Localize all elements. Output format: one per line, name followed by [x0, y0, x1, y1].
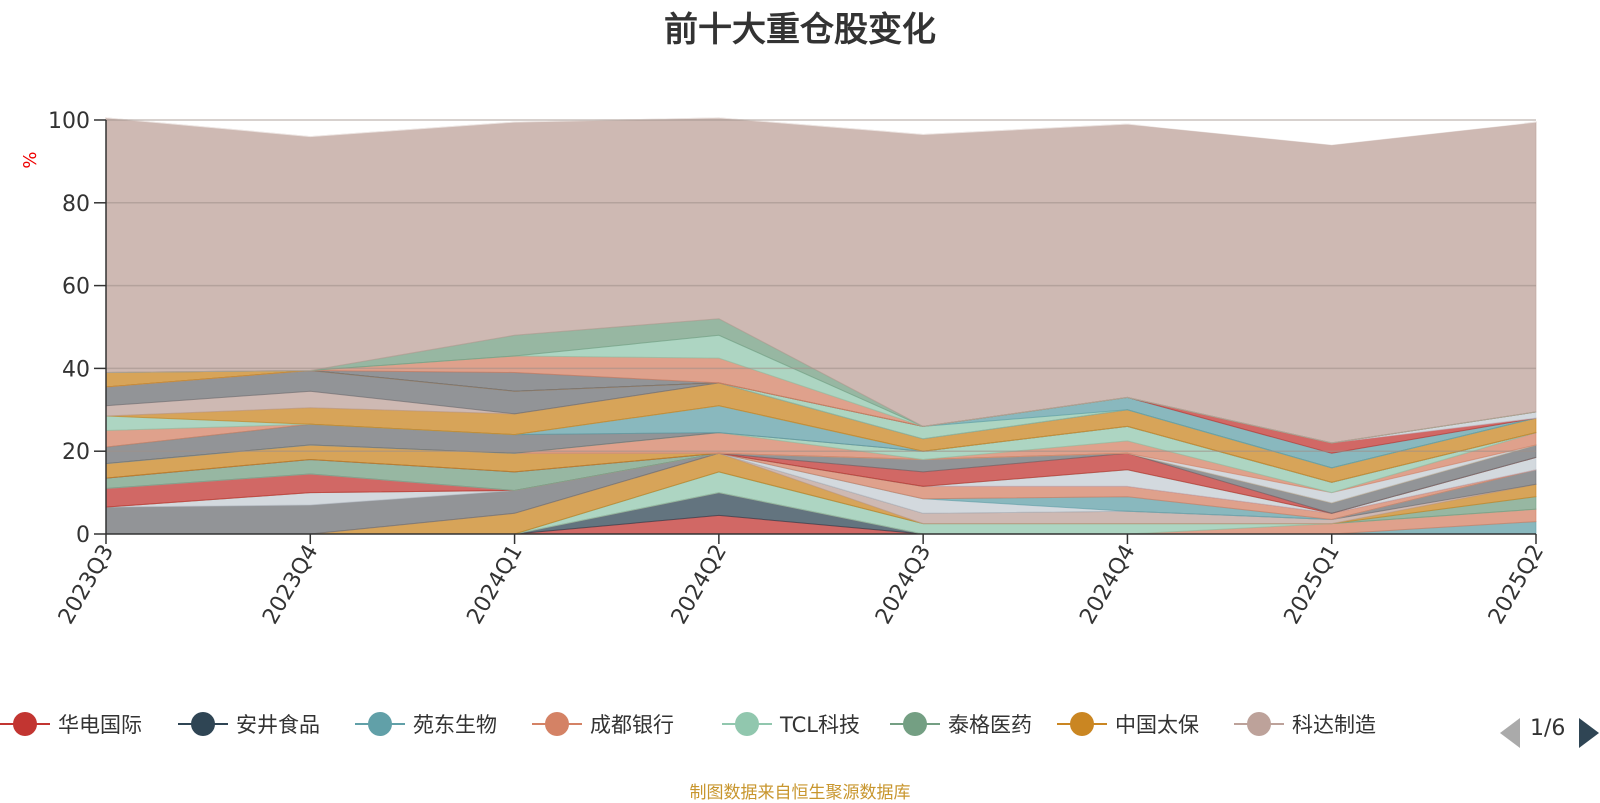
legend: 华电国际安井食品苑东生物成都银行TCL科技泰格医药中国太保科达制造恒 [0, 707, 1600, 741]
legend-marker-icon [1057, 711, 1107, 737]
x-tick-label-2023Q4: 2023Q4 [258, 541, 323, 629]
legend-label: 中国太保 [1115, 713, 1199, 737]
legend-label: 苑东生物 [413, 713, 497, 737]
legend-label: 华电国际 [58, 713, 142, 737]
legend-marker-icon [890, 711, 940, 737]
legend-marker-icon [532, 711, 582, 737]
legend-label: 泰格医药 [948, 713, 1032, 737]
legend-label: 成都银行 [590, 713, 674, 737]
y-tick-label-0: 0 [76, 523, 90, 548]
x-tick-label-2025Q2: 2025Q2 [1484, 541, 1549, 629]
legend-item-4[interactable]: TCL科技 [722, 707, 860, 741]
y-tick-label-60: 60 [62, 275, 90, 300]
legend-next-page-icon[interactable] [1579, 718, 1599, 748]
y-tick-label-20: 20 [62, 440, 90, 465]
x-tick-label-2024Q3: 2024Q3 [871, 541, 936, 629]
y-axis-unit-label: % [20, 151, 41, 168]
area-series-group [105, 117, 1537, 535]
y-axis: % 0 20 40 60 80 100 [20, 109, 107, 548]
x-tick-label-2023Q3: 2023Q3 [54, 541, 119, 629]
y-tick-label-40: 40 [62, 357, 90, 382]
legend-marker-icon [722, 711, 772, 737]
legend-item-5[interactable]: 泰格医药 [890, 707, 1032, 741]
legend-label: TCL科技 [780, 713, 860, 737]
legend-item-0[interactable]: 华电国际 [0, 707, 142, 741]
x-axis: 2023Q3 2023Q4 2024Q1 2024Q2 2024Q3 2024Q4 2025… [54, 533, 1549, 629]
x-tick-label-2024Q4: 2024Q4 [1075, 541, 1140, 629]
legend-item-1[interactable]: 安井食品 [178, 707, 320, 741]
legend-marker-icon [355, 711, 405, 737]
legend-marker-icon [0, 711, 50, 737]
legend-marker-icon [1234, 711, 1284, 737]
legend-label: 安井食品 [236, 713, 320, 737]
y-tick-label-80: 80 [62, 192, 90, 217]
source-note: 制图数据来自恒生聚源数据库 [689, 783, 911, 803]
legend-item-6[interactable]: 中国太保 [1057, 707, 1199, 741]
x-tick-label-2025Q1: 2025Q1 [1280, 541, 1345, 629]
grid-lines [106, 119, 1536, 452]
y-tick-label-100: 100 [48, 109, 90, 134]
legend-marker-icon [178, 711, 228, 737]
legend-item-3[interactable]: 成都银行 [532, 707, 674, 741]
legend-item-7[interactable]: 科达制造 [1234, 707, 1376, 741]
chart-title: 前十大重仓股变化 [664, 10, 936, 50]
legend-item-2[interactable]: 苑东生物 [355, 707, 497, 741]
x-tick-label-2024Q2: 2024Q2 [667, 541, 732, 629]
legend-prev-page-icon[interactable] [1500, 718, 1520, 748]
x-tick-label-2024Q1: 2024Q1 [462, 541, 527, 629]
legend-page-indicator: 1/6 [1530, 716, 1566, 741]
legend-overflow-mask [1400, 700, 1500, 750]
legend-label: 科达制造 [1292, 713, 1376, 737]
